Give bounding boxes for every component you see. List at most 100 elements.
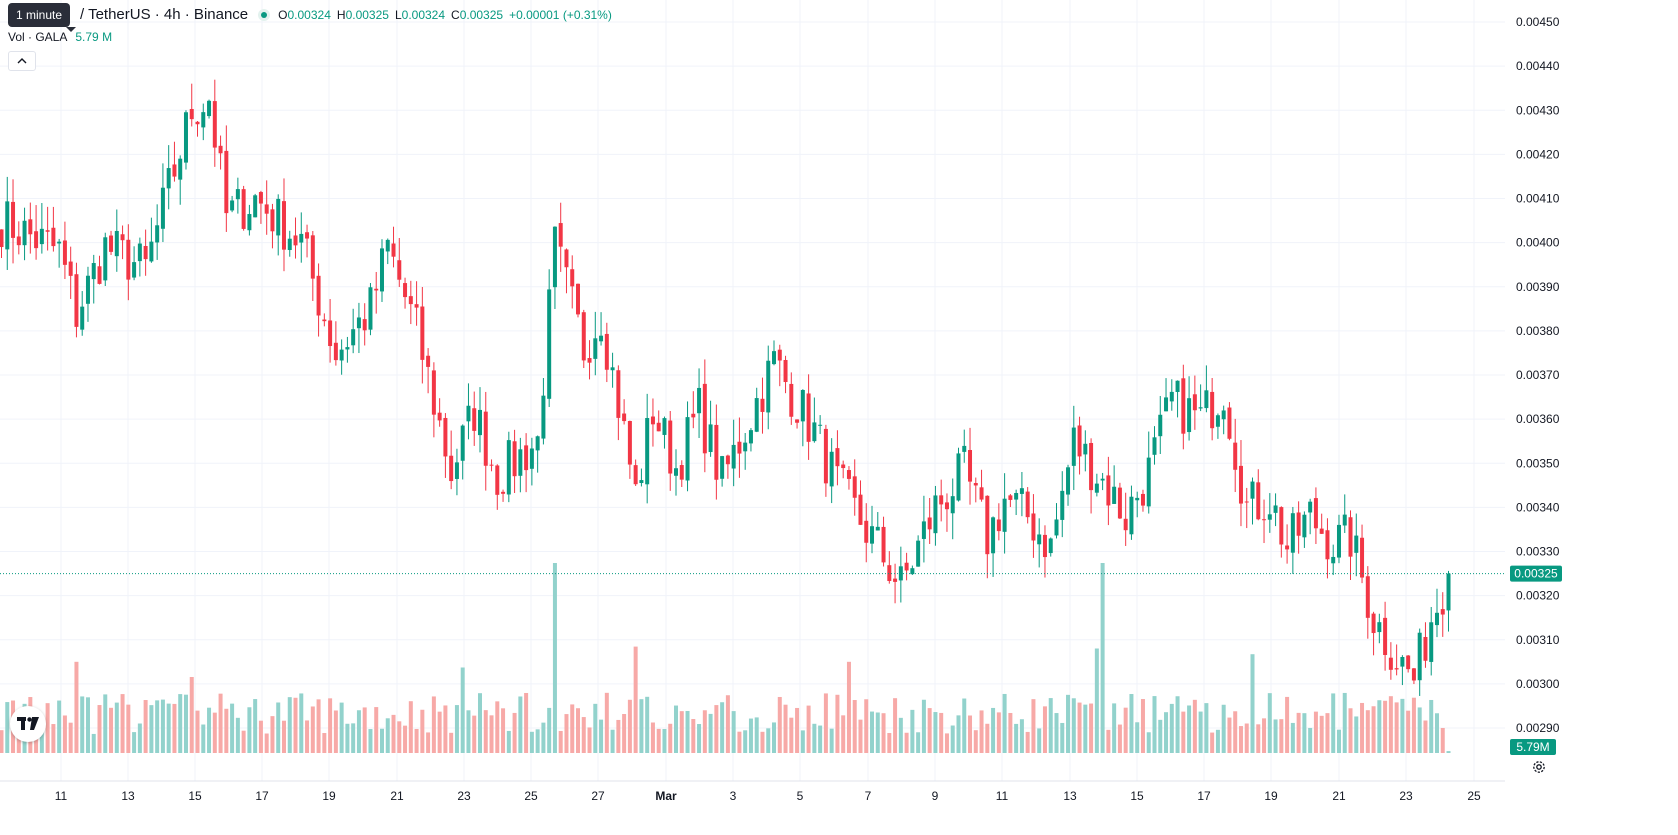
candle-body bbox=[552, 226, 557, 288]
time-tick-label: 13 bbox=[121, 789, 135, 803]
volume-bar bbox=[1140, 699, 1145, 753]
tradingview-logo[interactable] bbox=[10, 706, 46, 742]
volume-bar bbox=[414, 728, 419, 753]
volume-bar bbox=[1256, 724, 1261, 753]
volume-bar bbox=[1042, 706, 1047, 753]
price-tick-label: 0.00340 bbox=[1516, 500, 1560, 514]
volume-bar bbox=[1025, 731, 1030, 753]
candle-body bbox=[91, 263, 96, 280]
volume-bar bbox=[1371, 706, 1376, 753]
candle-body bbox=[777, 349, 782, 361]
candle-body bbox=[1354, 535, 1359, 553]
volume-bar bbox=[1129, 694, 1134, 753]
volume-bar bbox=[80, 696, 85, 753]
time-axis[interactable]: 11 13 15 17 19 21 23 25 27 Mar 3 5 7 9 11 13 15 17 19 21 23 2… bbox=[55, 789, 1481, 803]
candle-body bbox=[1077, 425, 1082, 457]
time-tick-label: 23 bbox=[457, 789, 471, 803]
volume-bar bbox=[466, 710, 471, 753]
candle-body bbox=[472, 408, 477, 431]
volume-bar bbox=[391, 714, 396, 753]
volume-bar bbox=[178, 694, 183, 753]
volume-bar bbox=[420, 709, 425, 753]
volume-bar bbox=[1066, 694, 1071, 753]
candle-body bbox=[512, 441, 517, 477]
volume-bar bbox=[1094, 648, 1099, 753]
candle-body bbox=[1198, 407, 1203, 409]
candle-body bbox=[650, 416, 655, 425]
candle-body bbox=[1025, 491, 1030, 518]
volume-bar bbox=[1227, 717, 1232, 753]
candle-body bbox=[800, 390, 805, 422]
candle-body bbox=[489, 464, 494, 466]
candle-body bbox=[16, 236, 21, 246]
candles bbox=[0, 79, 1451, 696]
volume-bar bbox=[1348, 708, 1353, 753]
volume-bar bbox=[333, 710, 338, 753]
volume-bar bbox=[207, 707, 212, 753]
volume-bar bbox=[731, 711, 736, 753]
volume-bar bbox=[443, 705, 448, 753]
volume-bar bbox=[754, 717, 759, 753]
candle-body bbox=[74, 274, 79, 327]
collapse-legend-button[interactable] bbox=[8, 51, 36, 71]
candle-body bbox=[1285, 545, 1290, 550]
volume-bar bbox=[403, 725, 408, 753]
volume-bar bbox=[1394, 702, 1399, 753]
candle-body bbox=[1394, 668, 1399, 670]
candle-body bbox=[420, 306, 425, 360]
volume-bar bbox=[431, 696, 436, 753]
volume-bar bbox=[247, 707, 252, 753]
volume-bar bbox=[818, 725, 823, 753]
candle-body bbox=[1204, 390, 1209, 409]
volume-bar bbox=[714, 705, 719, 753]
volume-bar bbox=[483, 710, 488, 753]
candle-body bbox=[518, 449, 523, 476]
price-axis[interactable]: 0.00450 0.00440 0.00430 0.00420 0.00410 0.004… bbox=[1516, 15, 1560, 735]
market-status-icon[interactable] bbox=[258, 8, 271, 21]
volume-bar bbox=[1192, 699, 1197, 753]
volume-legend-label[interactable]: Vol · GALA bbox=[8, 30, 68, 44]
volume-bar bbox=[345, 723, 350, 753]
candle-body bbox=[1406, 655, 1411, 670]
candle-body bbox=[1048, 538, 1053, 554]
candle-body bbox=[754, 398, 759, 432]
volume-bar bbox=[379, 728, 384, 753]
volume-bar bbox=[829, 728, 834, 753]
price-tick-label: 0.00310 bbox=[1516, 633, 1560, 647]
volume-bar bbox=[985, 723, 990, 753]
price-tick-label: 0.00420 bbox=[1516, 147, 1560, 161]
volume-bar bbox=[1164, 712, 1169, 753]
candle-body bbox=[103, 237, 108, 281]
volume-bar bbox=[1117, 724, 1122, 753]
candle-body bbox=[224, 150, 229, 214]
volume-bar bbox=[166, 703, 171, 753]
time-tick-label: Mar bbox=[655, 789, 677, 803]
volume-bar bbox=[760, 731, 765, 753]
symbol-title[interactable]: / TetherUS · 4h · Binance bbox=[80, 6, 249, 23]
volume-bar bbox=[558, 730, 563, 753]
candle-body bbox=[702, 383, 707, 454]
volume-bar bbox=[1411, 697, 1416, 753]
candle-body bbox=[132, 262, 137, 278]
candle-body bbox=[558, 223, 563, 247]
candle-body bbox=[299, 233, 304, 243]
candle-body bbox=[714, 424, 719, 480]
chart-grid bbox=[0, 0, 1505, 781]
candle-body bbox=[812, 422, 817, 442]
price-tick-label: 0.00390 bbox=[1516, 280, 1560, 294]
chart-settings-button[interactable] bbox=[1530, 758, 1548, 776]
volume-bar bbox=[1169, 703, 1174, 753]
candle-body bbox=[1360, 537, 1365, 578]
candle-body bbox=[691, 413, 696, 418]
volume-bar bbox=[1221, 704, 1226, 753]
candle-body bbox=[1106, 475, 1111, 506]
candle-body bbox=[991, 517, 996, 554]
candle-body bbox=[270, 209, 275, 232]
volume-bar bbox=[506, 730, 511, 753]
time-tick-label: 11 bbox=[996, 789, 1009, 803]
candle-body bbox=[576, 283, 580, 315]
candle-body bbox=[985, 495, 990, 555]
candle-body bbox=[276, 198, 281, 236]
candle-body bbox=[183, 112, 188, 163]
